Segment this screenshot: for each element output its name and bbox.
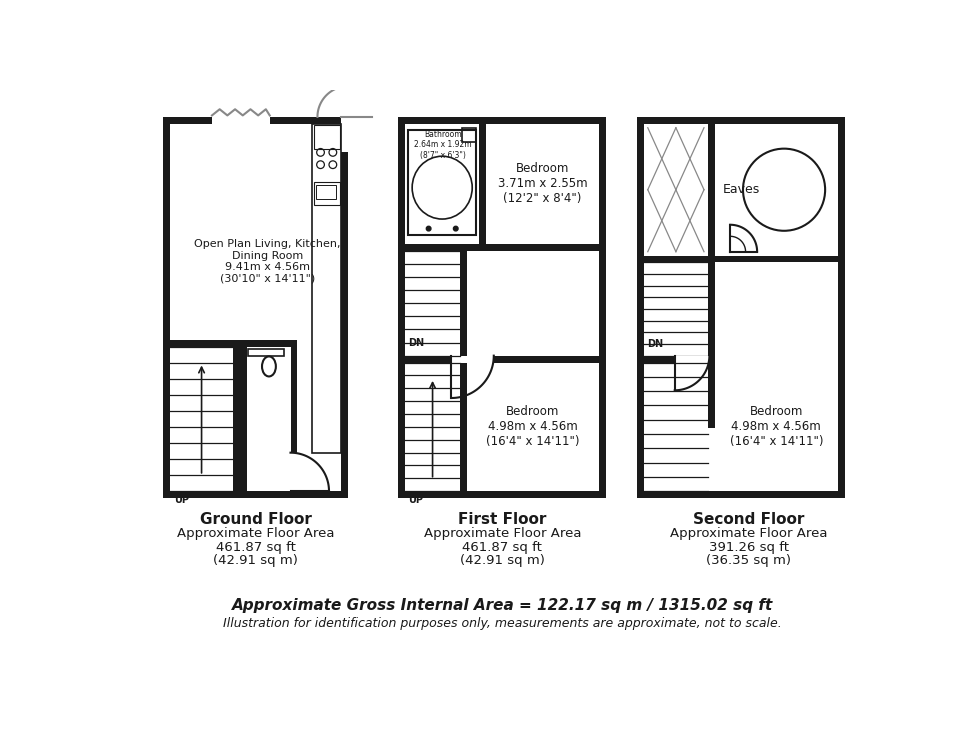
Text: Bedroom
4.98m x 4.56m
(16'4" x 14'11"): Bedroom 4.98m x 4.56m (16'4" x 14'11") — [730, 405, 823, 448]
Text: Approximate Floor Area: Approximate Floor Area — [177, 527, 334, 540]
Bar — [314, 125, 340, 148]
Text: Approximate Gross Internal Area = 122.17 sq m / 1315.02 sq ft: Approximate Gross Internal Area = 122.17… — [231, 598, 773, 613]
Bar — [838, 117, 845, 498]
Bar — [708, 124, 714, 256]
Bar — [164, 491, 348, 498]
Text: Bedroom
3.71m x 2.55m
(12'2" x 8'4"): Bedroom 3.71m x 2.55m (12'2" x 8'4") — [498, 163, 587, 206]
Text: UP: UP — [409, 495, 423, 505]
Text: 461.87 sq ft: 461.87 sq ft — [216, 542, 296, 554]
Bar — [460, 251, 466, 356]
Bar — [460, 362, 466, 491]
Bar — [644, 256, 838, 262]
Circle shape — [426, 226, 431, 231]
Bar — [463, 128, 476, 142]
Text: 391.26 sq ft: 391.26 sq ft — [709, 542, 789, 554]
Text: UP: UP — [174, 495, 189, 505]
Circle shape — [454, 226, 458, 231]
Text: First Floor: First Floor — [458, 512, 547, 527]
Text: Bathroom
2.64m x 1.92m
(8'7" x 6'3"): Bathroom 2.64m x 1.92m (8'7" x 6'3") — [415, 130, 471, 160]
Bar — [248, 349, 283, 356]
Text: Second Floor: Second Floor — [693, 512, 805, 527]
Bar — [164, 117, 348, 124]
Bar — [637, 117, 845, 124]
Bar — [312, 124, 341, 453]
Bar — [171, 340, 233, 347]
Bar — [708, 262, 714, 428]
Bar — [398, 117, 607, 124]
Bar — [316, 185, 336, 200]
Bar — [290, 340, 298, 491]
Bar — [290, 453, 298, 491]
Text: 461.87 sq ft: 461.87 sq ft — [463, 542, 542, 554]
Text: Eaves: Eaves — [722, 183, 760, 196]
Bar — [452, 356, 494, 362]
Bar — [240, 340, 290, 347]
Bar — [164, 117, 171, 498]
Bar — [600, 117, 607, 498]
Bar — [398, 491, 607, 498]
Text: DN: DN — [647, 340, 663, 350]
Text: (36.35 sq m): (36.35 sq m) — [707, 554, 791, 567]
Text: (42.91 sq m): (42.91 sq m) — [460, 554, 545, 567]
Text: Bedroom
4.98m x 4.56m
(16'4" x 14'11"): Bedroom 4.98m x 4.56m (16'4" x 14'11") — [486, 405, 580, 448]
Bar — [212, 117, 270, 124]
Text: DN: DN — [409, 338, 424, 348]
Text: Illustration for identification purposes only, measurements are approximate, not: Illustration for identification purposes… — [222, 617, 782, 631]
Bar — [409, 130, 476, 235]
Bar — [341, 117, 348, 498]
Text: (42.91 sq m): (42.91 sq m) — [214, 554, 298, 567]
Text: Approximate Floor Area: Approximate Floor Area — [670, 527, 827, 540]
Bar — [341, 117, 348, 152]
Bar — [314, 182, 340, 205]
Bar — [479, 124, 486, 244]
Bar — [637, 491, 845, 498]
Text: Approximate Floor Area: Approximate Floor Area — [423, 527, 581, 540]
Bar — [406, 356, 599, 362]
Bar — [240, 340, 247, 491]
Text: Open Plan Living, Kitchen,
Dining Room
9.41m x 4.56m
(30'10" x 14'11"): Open Plan Living, Kitchen, Dining Room 9… — [194, 239, 341, 284]
Text: Ground Floor: Ground Floor — [200, 512, 312, 527]
Bar — [644, 356, 708, 362]
Bar — [398, 117, 406, 498]
Bar — [637, 117, 644, 498]
Bar — [674, 356, 710, 362]
Bar — [233, 340, 240, 491]
Bar — [406, 244, 599, 251]
